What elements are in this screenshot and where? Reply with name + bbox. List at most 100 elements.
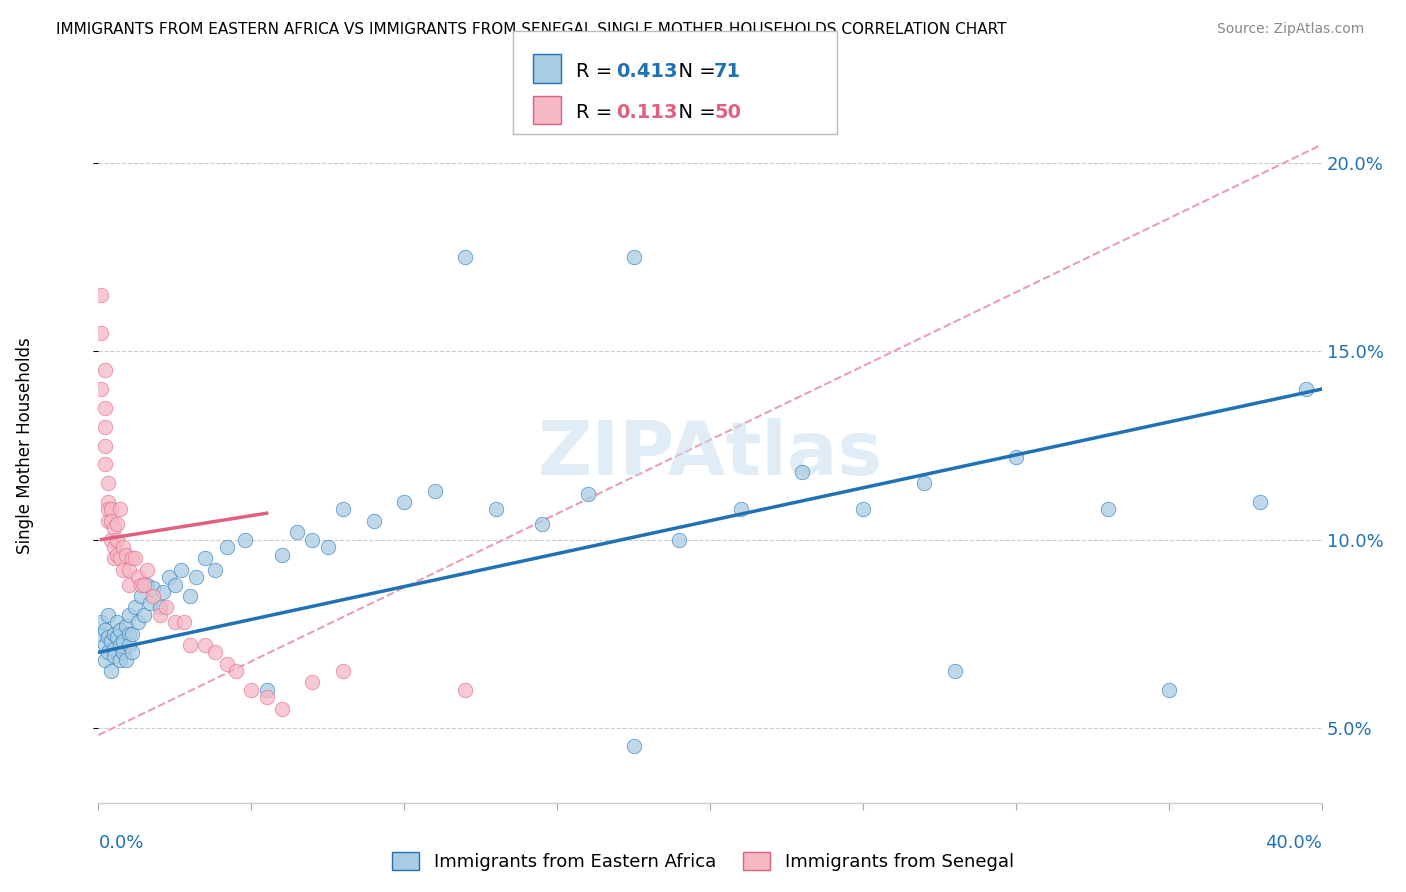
Point	[392, 495, 416, 509]
Point	[90, 615, 112, 630]
Point	[194, 638, 217, 652]
Point	[332, 664, 354, 678]
Text: N =: N =	[666, 103, 723, 122]
Point	[103, 551, 125, 566]
Point	[111, 540, 134, 554]
Point	[530, 517, 553, 532]
Point	[285, 524, 308, 539]
Point	[124, 551, 146, 566]
Point	[108, 551, 131, 566]
Point	[142, 582, 165, 596]
Point	[100, 502, 122, 516]
Point	[121, 551, 143, 566]
Point	[118, 626, 141, 640]
Point	[127, 570, 149, 584]
Point	[97, 495, 120, 509]
Text: R =: R =	[576, 62, 619, 81]
Point	[1295, 382, 1317, 396]
Point	[155, 600, 177, 615]
Point	[316, 540, 339, 554]
Point	[127, 615, 149, 630]
Point	[93, 401, 115, 415]
Point	[103, 521, 125, 535]
Point	[149, 607, 172, 622]
Point	[97, 645, 120, 659]
Point	[124, 600, 146, 615]
Point	[332, 502, 354, 516]
Point	[301, 533, 323, 547]
Point	[118, 577, 141, 591]
Text: 0.0%: 0.0%	[98, 834, 143, 852]
Point	[256, 683, 278, 698]
Point	[233, 533, 256, 547]
Point	[111, 645, 134, 659]
Point	[105, 517, 128, 532]
Point	[157, 570, 180, 584]
Point	[852, 502, 875, 516]
Point	[423, 483, 446, 498]
Point	[454, 251, 477, 265]
Point	[118, 607, 141, 622]
Point	[912, 476, 935, 491]
Point	[108, 638, 131, 652]
Point	[115, 548, 138, 562]
Point	[204, 645, 226, 659]
Point	[93, 638, 115, 652]
Point	[186, 570, 208, 584]
Point	[142, 589, 165, 603]
Point	[108, 623, 131, 637]
Point	[121, 626, 143, 640]
Point	[454, 683, 477, 698]
Point	[90, 326, 112, 340]
Point	[485, 502, 508, 516]
Point	[129, 589, 152, 603]
Point	[1097, 502, 1119, 516]
Text: R =: R =	[576, 103, 619, 122]
Point	[129, 577, 152, 591]
Text: 50: 50	[714, 103, 741, 122]
Point	[111, 563, 134, 577]
Point	[668, 533, 690, 547]
Point	[97, 630, 120, 644]
Point	[103, 540, 125, 554]
Point	[363, 514, 385, 528]
Point	[108, 653, 131, 667]
Point	[103, 626, 125, 640]
Point	[93, 623, 115, 637]
Point	[163, 577, 186, 591]
Point	[100, 514, 122, 528]
Point	[576, 487, 599, 501]
Point	[149, 600, 172, 615]
Point	[97, 607, 120, 622]
Point	[163, 615, 186, 630]
Text: Source: ZipAtlas.com: Source: ZipAtlas.com	[1216, 22, 1364, 37]
Point	[105, 615, 128, 630]
Point	[173, 615, 195, 630]
Point	[118, 563, 141, 577]
Point	[97, 502, 120, 516]
Text: 40.0%: 40.0%	[1265, 834, 1322, 852]
Point	[301, 675, 323, 690]
Point	[100, 664, 122, 678]
Text: ZIPAtlas: ZIPAtlas	[537, 418, 883, 491]
Text: 0.113: 0.113	[616, 103, 678, 122]
Point	[1004, 450, 1026, 464]
Point	[93, 458, 115, 472]
Point	[97, 514, 120, 528]
Point	[93, 653, 115, 667]
Point	[256, 690, 278, 705]
Point	[215, 657, 238, 671]
Point	[943, 664, 966, 678]
Point	[93, 419, 115, 434]
Point	[103, 649, 125, 664]
Point	[105, 533, 128, 547]
Point	[152, 585, 174, 599]
Point	[108, 502, 131, 516]
Point	[105, 548, 128, 562]
Point	[105, 630, 128, 644]
Point	[730, 502, 752, 516]
Point	[136, 577, 159, 591]
Point	[139, 597, 162, 611]
Point	[115, 619, 138, 633]
Point	[623, 251, 645, 265]
